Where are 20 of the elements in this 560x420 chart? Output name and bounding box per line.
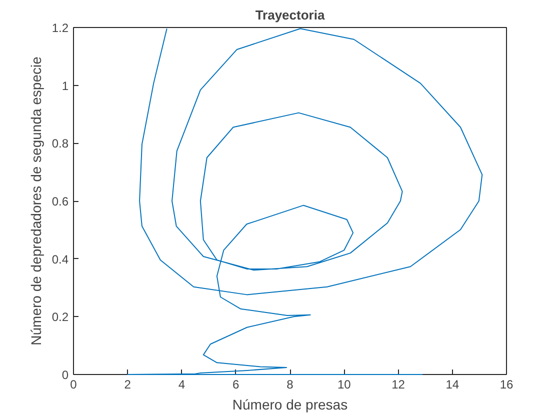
x-tick-label: 8 bbox=[286, 378, 294, 392]
y-tick-label: 0.2 bbox=[52, 310, 69, 324]
y-tick-label: 0.6 bbox=[52, 194, 69, 208]
y-tick-label: 1.2 bbox=[52, 21, 69, 35]
line-series bbox=[127, 28, 483, 375]
x-tick-label: 10 bbox=[337, 378, 352, 392]
x-tick-label: 12 bbox=[392, 378, 406, 392]
x-tick-label: 2 bbox=[124, 378, 132, 392]
x-axis-title: Número de presas bbox=[232, 396, 348, 412]
x-tick-label: 14 bbox=[446, 378, 460, 392]
x-tick-label: 4 bbox=[178, 378, 186, 392]
y-tick-label: 0.4 bbox=[52, 252, 69, 266]
y-tick-label: 1 bbox=[62, 78, 69, 93]
y-axis-title: Número de depredadores de segunda especie bbox=[28, 56, 44, 346]
chart-title: Trayectoria bbox=[255, 8, 326, 22]
y-tick-label: 0.8 bbox=[52, 136, 69, 151]
x-tick-label: 6 bbox=[232, 378, 240, 392]
x-tick-label: 0 bbox=[70, 378, 78, 392]
x-tick-label: 16 bbox=[500, 378, 514, 392]
y-tick-label: 0 bbox=[62, 368, 69, 382]
